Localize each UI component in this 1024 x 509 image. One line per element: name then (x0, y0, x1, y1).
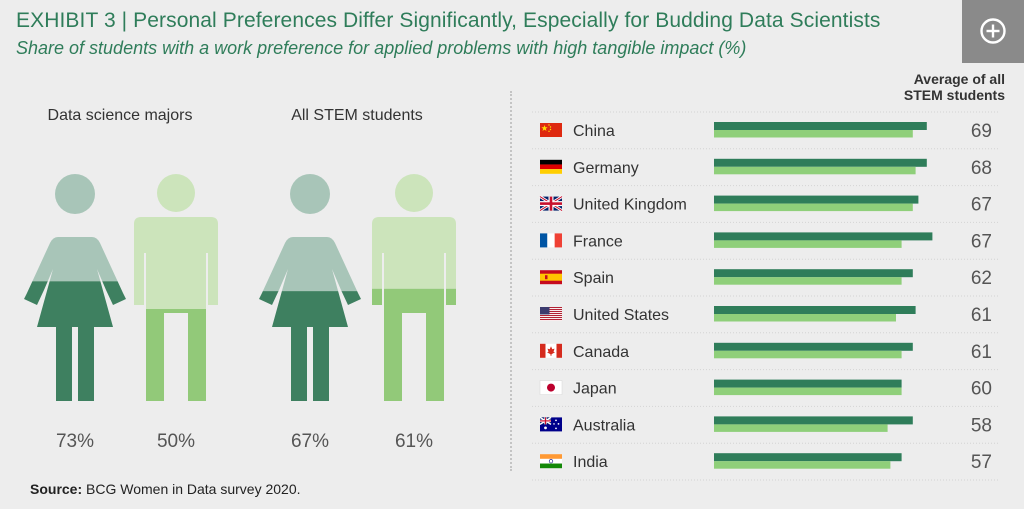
japan-flag-icon (539, 380, 563, 395)
average-value: 68 (971, 158, 992, 179)
pct-male-data-science: 50% (156, 431, 196, 452)
bar-series-2 (714, 424, 888, 432)
country-label: Australia (573, 417, 635, 434)
bar-series-2 (714, 387, 902, 396)
group-label-all-stem: All STEM students (291, 107, 423, 124)
figure-head (55, 174, 95, 214)
germany-flag-icon (540, 159, 562, 174)
pct-male-all-stem: 61% (394, 431, 434, 452)
australia-flag-icon (539, 416, 562, 432)
bar-series-2 (714, 350, 902, 359)
spain-flag-icon (540, 270, 562, 285)
figure-head (157, 174, 195, 212)
france-flag-icon (540, 233, 562, 248)
country-label: United States (573, 307, 669, 324)
bar-series-1 (714, 306, 916, 314)
india-flag-icon (540, 454, 562, 469)
figure-head (395, 174, 433, 212)
country-label: China (573, 123, 615, 140)
bar-series-1 (714, 453, 902, 462)
exhibit-subtitle: Share of students with a work preference… (16, 38, 747, 58)
country-bar-chart: China 69 Germany 68 United Kingdom 67 France 67… (532, 111, 1000, 481)
average-value: 61 (971, 342, 992, 363)
female-figure-data-science (24, 174, 126, 401)
male-figure-data-science (134, 174, 218, 401)
source-note: Source: BCG Women in Data survey 2020. (30, 481, 301, 497)
plus-circle-icon (980, 18, 1006, 44)
figure-filled-portion (24, 281, 126, 401)
country-label: Germany (573, 160, 639, 177)
figure-filled-portion (134, 309, 218, 401)
pct-female-data-science: 73% (55, 431, 95, 452)
bar-series-2 (714, 203, 913, 212)
figure-unfilled-portion (134, 217, 218, 309)
panel-divider (510, 91, 512, 471)
average-value: 67 (971, 231, 992, 252)
country-label: Canada (573, 344, 629, 361)
expand-button[interactable] (962, 0, 1024, 63)
average-value: 60 (971, 379, 992, 400)
bar-series-2 (714, 277, 902, 285)
average-value: 62 (971, 268, 992, 289)
source-text: BCG Women in Data survey 2020. (86, 481, 301, 497)
bar-series-2 (714, 130, 913, 138)
country-label: United Kingdom (573, 197, 687, 214)
pct-female-all-stem: 67% (290, 431, 330, 452)
figure-filled-portion (372, 288, 456, 401)
figure-head (290, 174, 330, 214)
bar-series-2 (714, 166, 916, 175)
canada-flag-icon (540, 343, 562, 358)
average-value: 57 (971, 452, 992, 473)
figure-filled-portion (259, 291, 361, 401)
figure-unfilled-portion (372, 217, 456, 289)
average-value: 69 (971, 121, 992, 142)
bar-series-1 (714, 195, 919, 204)
country-label: Japan (573, 381, 617, 398)
bar-series-1 (714, 269, 913, 278)
bar-series-1 (714, 158, 927, 167)
male-figure-all-stem (372, 174, 456, 401)
bar-series-1 (714, 379, 902, 388)
usa-flag-icon (540, 307, 562, 321)
country-label: France (573, 233, 623, 250)
source-label: Source: (30, 481, 83, 497)
bar-series-1 (714, 122, 927, 130)
bar-series-1 (714, 232, 933, 241)
average-value: 58 (971, 415, 992, 436)
bar-series-2 (714, 240, 902, 248)
group-label-data-science: Data science majors (47, 107, 193, 124)
bar-series-1 (714, 342, 913, 351)
country-label: Spain (573, 270, 614, 287)
country-label: India (573, 454, 608, 471)
female-figure-all-stem (259, 174, 361, 401)
exhibit-title: EXHIBIT 3 | Personal Preferences Differ … (16, 9, 881, 32)
bar-series-2 (714, 314, 896, 322)
uk-flag-icon (539, 195, 563, 212)
average-value: 61 (971, 305, 992, 326)
china-flag-icon (540, 123, 562, 137)
bar-series-1 (714, 416, 913, 425)
bar-series-2 (714, 461, 891, 469)
average-value: 67 (971, 195, 992, 216)
average-column-header: Average of all STEM students (903, 71, 1005, 103)
